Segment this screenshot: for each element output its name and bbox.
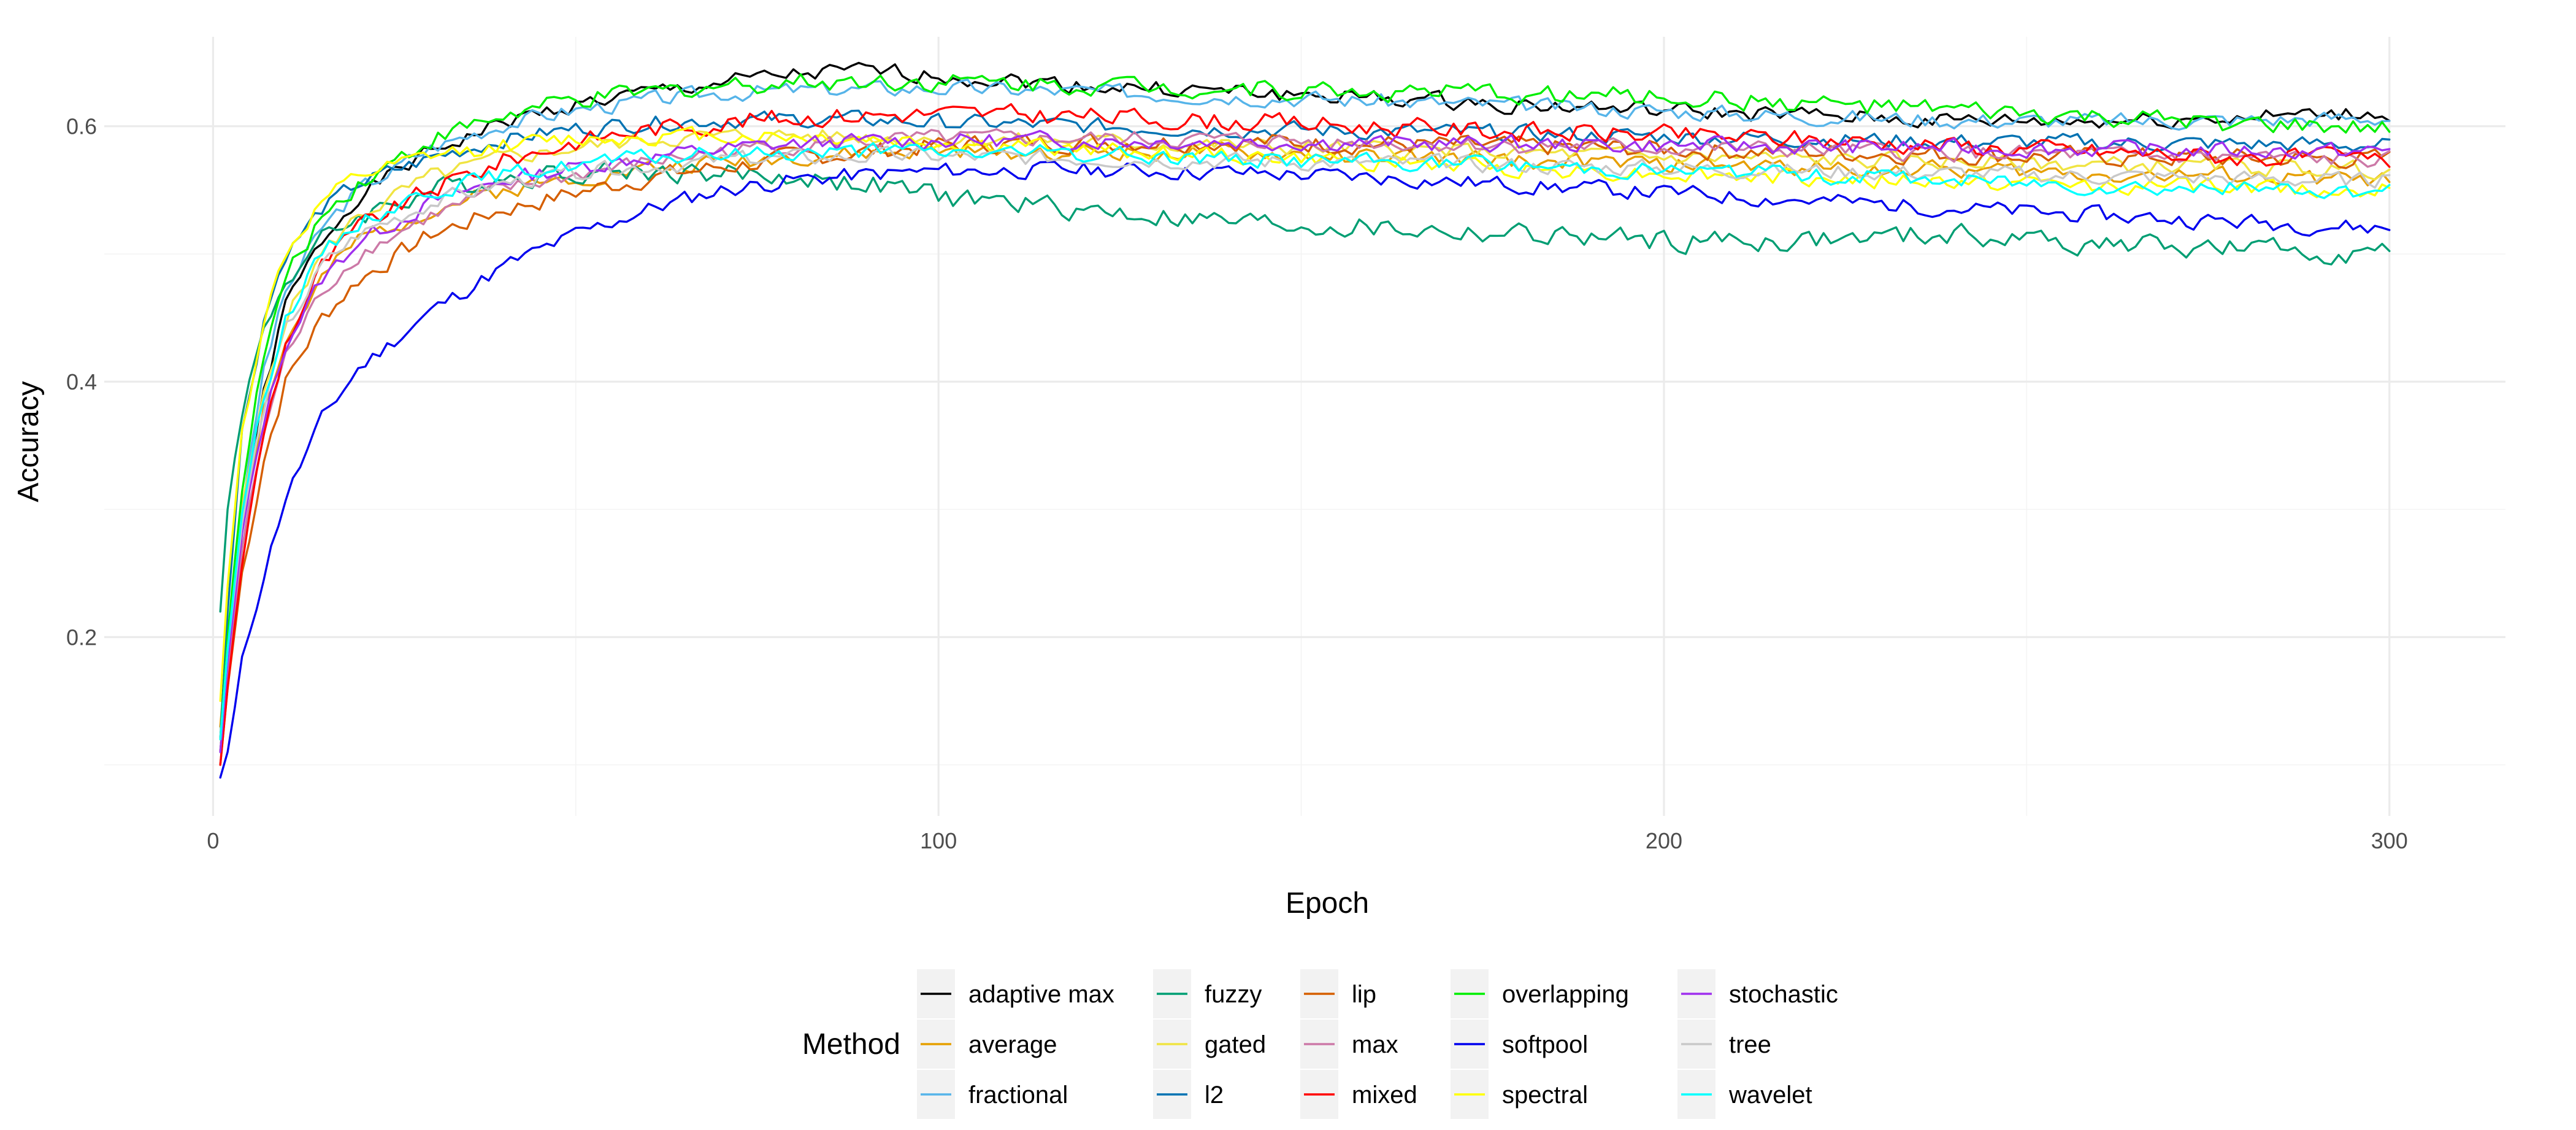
y-axis-title: Accuracy <box>12 381 45 502</box>
axis-ticks: 0 100 200 300 0.2 0.4 0.6 <box>66 114 2408 853</box>
legend-item-overlapping: overlapping <box>1451 969 1629 1018</box>
series-line-overlapping <box>219 73 2391 740</box>
series-line-max <box>219 128 2391 753</box>
legend-item-fractional: fractional <box>917 1070 1068 1119</box>
series-line-mixed <box>219 103 2391 766</box>
legend-item-adaptive-max: adaptive max <box>917 969 1114 1018</box>
legend-label: softpool <box>1502 1031 1588 1058</box>
legend-label: tree <box>1729 1031 1771 1058</box>
legend: Method adaptive max average fractional fuzzy… <box>802 969 1838 1119</box>
legend-item-mixed: mixed <box>1300 1070 1417 1119</box>
legend-item-tree: tree <box>1677 1020 1771 1069</box>
legend-item-spectral: spectral <box>1451 1070 1588 1119</box>
x-tick-label: 0 <box>207 828 219 853</box>
legend-item-fuzzy: fuzzy <box>1153 969 1262 1018</box>
x-tick-label: 100 <box>920 828 957 853</box>
x-tick-label: 200 <box>1646 828 1682 853</box>
grid <box>104 37 2505 816</box>
series-line-l2 <box>219 109 2391 740</box>
legend-item-wavelet: wavelet <box>1677 1070 1812 1119</box>
legend-label: stochastic <box>1729 981 1838 1008</box>
x-axis-title: Epoch <box>1286 887 1369 920</box>
series-line-wavelet <box>219 142 2391 740</box>
series-line-tree <box>219 145 2391 740</box>
legend-label: average <box>968 1031 1057 1058</box>
y-tick-label: 0.2 <box>66 625 97 650</box>
series-lines <box>219 61 2391 779</box>
legend-label: gated <box>1205 1031 1266 1058</box>
y-tick-label: 0.6 <box>66 114 97 139</box>
legend-item-max: max <box>1300 1020 1398 1069</box>
legend-label: adaptive max <box>968 981 1114 1008</box>
legend-label: lip <box>1352 981 1376 1008</box>
series-line-fuzzy <box>219 161 2391 613</box>
series-line-gated <box>219 128 2391 740</box>
x-tick-label: 300 <box>2371 828 2408 853</box>
legend-label: max <box>1352 1031 1398 1058</box>
y-tick-label: 0.4 <box>66 369 97 394</box>
legend-label: fuzzy <box>1205 981 1262 1008</box>
legend-item-lip: lip <box>1300 969 1376 1018</box>
series-line-fractional <box>219 78 2391 740</box>
legend-item-gated: gated <box>1153 1020 1266 1069</box>
legend-title: Method <box>802 1028 900 1061</box>
legend-label: fractional <box>968 1082 1068 1109</box>
legend-item-softpool: softpool <box>1451 1020 1588 1069</box>
legend-label: mixed <box>1352 1082 1417 1109</box>
legend-label: wavelet <box>1728 1082 1812 1109</box>
legend-label: l2 <box>1205 1082 1224 1109</box>
series-line-average <box>219 141 2391 728</box>
legend-item-stochastic: stochastic <box>1677 969 1838 1018</box>
legend-item-l2: l2 <box>1153 1070 1224 1119</box>
legend-label: spectral <box>1502 1082 1588 1109</box>
legend-label: overlapping <box>1502 981 1629 1008</box>
series-line-softpool <box>219 161 2391 779</box>
legend-item-average: average <box>917 1020 1057 1069</box>
